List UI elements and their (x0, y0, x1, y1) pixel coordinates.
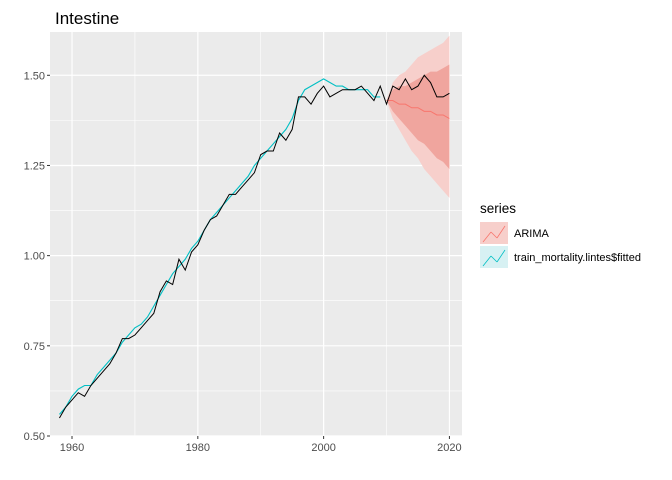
legend-key-arima-line-2 (490, 231, 498, 239)
y-tick-label: 1.25 (24, 160, 45, 172)
legend-key-arima-line-3 (496, 225, 506, 239)
legend-key-fitted (480, 246, 508, 268)
legend-key-fitted-line-1 (482, 255, 492, 267)
series-lines (59, 74, 450, 419)
y-tick-label: 0.50 (24, 431, 45, 443)
axes: 1960 1980 2000 2020 0.50 0.75 1.00 1.25 1.50 (24, 70, 462, 454)
legend-title: series (480, 201, 516, 216)
legend-key-fitted-line-2 (490, 255, 498, 263)
fitted-line (59, 78, 381, 415)
legend: series ARIMA train_mortality.lintes$fitt… (480, 201, 641, 268)
y-tick-label: 1.00 (24, 251, 45, 263)
y-tick-label: 1.50 (24, 70, 45, 82)
forecast-line-arima (386, 100, 450, 120)
x-tick-label: 2000 (311, 442, 335, 454)
x-tick-label: 1980 (186, 442, 210, 454)
legend-key-fitted-line-3 (496, 249, 506, 263)
chart-title: Intestine (55, 9, 119, 28)
x-tick-label: 1960 (60, 442, 84, 454)
x-tick-label: 2020 (437, 442, 461, 454)
y-tick-label: 0.75 (24, 341, 45, 353)
legend-key-arima-line-1 (482, 231, 492, 243)
legend-label-arima: ARIMA (514, 228, 550, 240)
legend-key-arima (480, 222, 508, 244)
observed-line (59, 74, 450, 419)
grid (50, 32, 462, 437)
legend-label-fitted: train_mortality.lintes$fitted (514, 252, 641, 264)
